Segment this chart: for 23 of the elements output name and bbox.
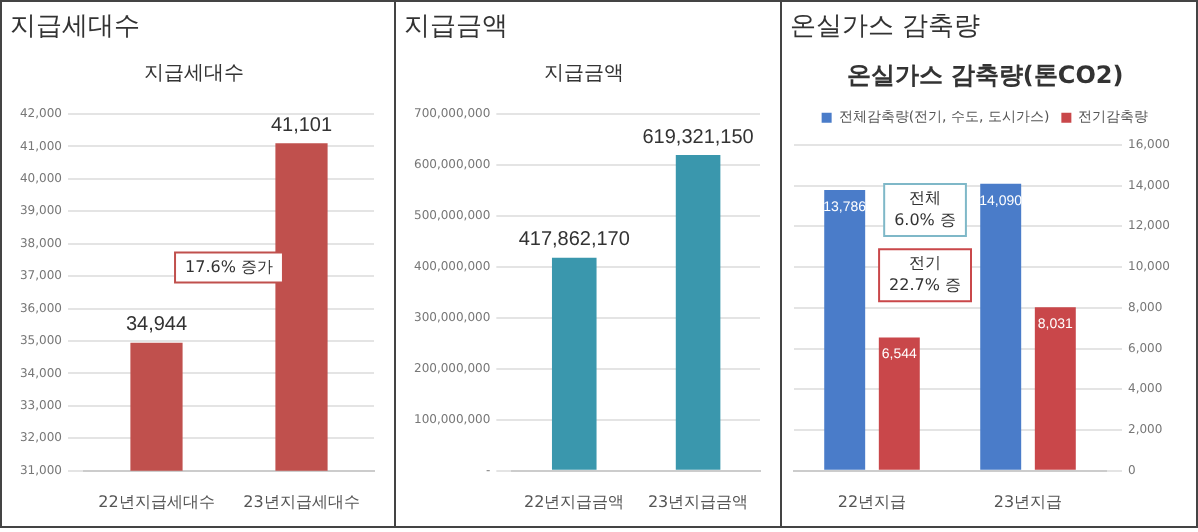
bar xyxy=(824,189,866,470)
chart-subtitle: 지급금액 xyxy=(544,63,624,86)
x-tick-label: 22년지급 xyxy=(837,492,907,511)
x-tick-label: 22년지급세대수 xyxy=(98,492,215,511)
x-tick-label: 23년지급 xyxy=(993,492,1063,511)
annotation: 전체 6.0% 증 xyxy=(894,189,956,230)
bar xyxy=(1034,307,1076,470)
data-label: 34,944 xyxy=(125,314,188,337)
chart-subtitle: 온실가스 감축량(톤CO2) xyxy=(846,60,1124,89)
chart-title: 지급금액 xyxy=(404,10,508,44)
bar xyxy=(980,183,1022,470)
data-label: 41,101 xyxy=(270,114,333,137)
data-label: 619,321,150 xyxy=(642,126,755,149)
bar xyxy=(878,337,920,470)
x-tick-label: 23년지급세대수 xyxy=(243,492,360,511)
chart-title: 온실가스 감축량 xyxy=(790,10,981,44)
chart-subtitle: 지급세대수 xyxy=(144,63,244,86)
x-tick-label: 22년지급금액 xyxy=(524,492,625,511)
data-label: 417,862,170 xyxy=(518,229,631,252)
x-tick-label: 23년지급금액 xyxy=(647,492,749,511)
chart-title: 지급세대수 xyxy=(10,10,140,44)
annotation: 전기 22.7% 증 xyxy=(889,254,962,295)
annotation: 17.6% 증가 xyxy=(185,257,273,276)
